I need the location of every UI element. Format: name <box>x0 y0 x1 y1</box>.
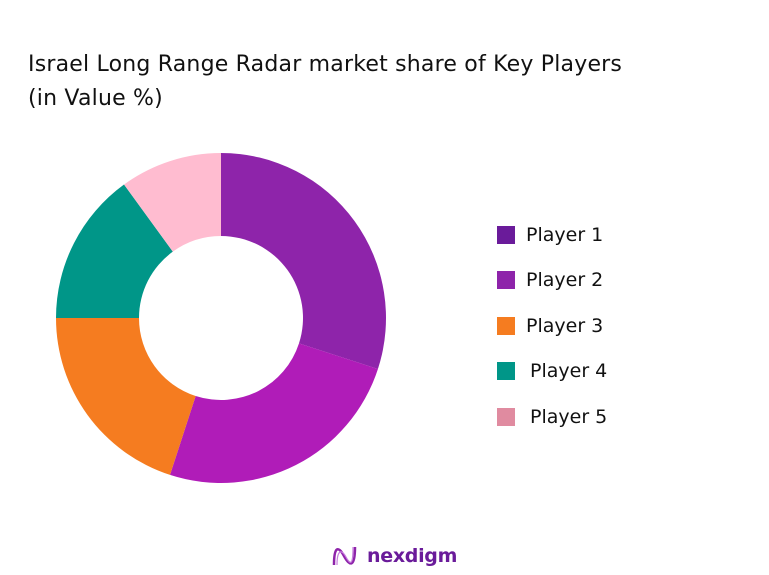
slice-player-2 <box>170 343 378 483</box>
chart-title-line-1: Israel Long Range Radar market share of … <box>28 52 623 77</box>
logo-text: nexdigm <box>367 545 458 567</box>
legend-item-player-3: Player 3 <box>497 303 607 349</box>
chart-title: Israel Long Range Radar market share of … <box>28 48 622 116</box>
legend-item-player-5: Player 5 <box>497 394 607 440</box>
legend-label: Player 2 <box>526 269 604 292</box>
legend: Player 1 Player 2 Player 3 Player 4 Player 5 <box>497 212 607 440</box>
slice-player-1 <box>221 153 386 369</box>
legend-label: Player 1 <box>526 223 604 246</box>
nexdigm-logo: nexdigm <box>331 543 457 569</box>
legend-swatch <box>497 225 515 244</box>
legend-swatch <box>497 316 515 335</box>
slice-player-3 <box>55 318 196 475</box>
legend-item-player-1: Player 1 <box>497 212 607 258</box>
legend-item-player-4: Player 4 <box>497 349 607 395</box>
nexdigm-logo-icon <box>332 546 357 566</box>
legend-swatch <box>497 271 515 290</box>
slice-player-5 <box>124 153 221 252</box>
chart-title-line-2: (in Value %) <box>28 86 163 111</box>
legend-swatch <box>497 407 515 426</box>
legend-label: Player 5 <box>530 405 608 428</box>
legend-label: Player 3 <box>526 314 604 337</box>
legend-label: Player 4 <box>530 360 608 383</box>
legend-swatch <box>497 362 515 381</box>
slice-player-4 <box>56 184 173 318</box>
legend-item-player-2: Player 2 <box>497 258 607 304</box>
